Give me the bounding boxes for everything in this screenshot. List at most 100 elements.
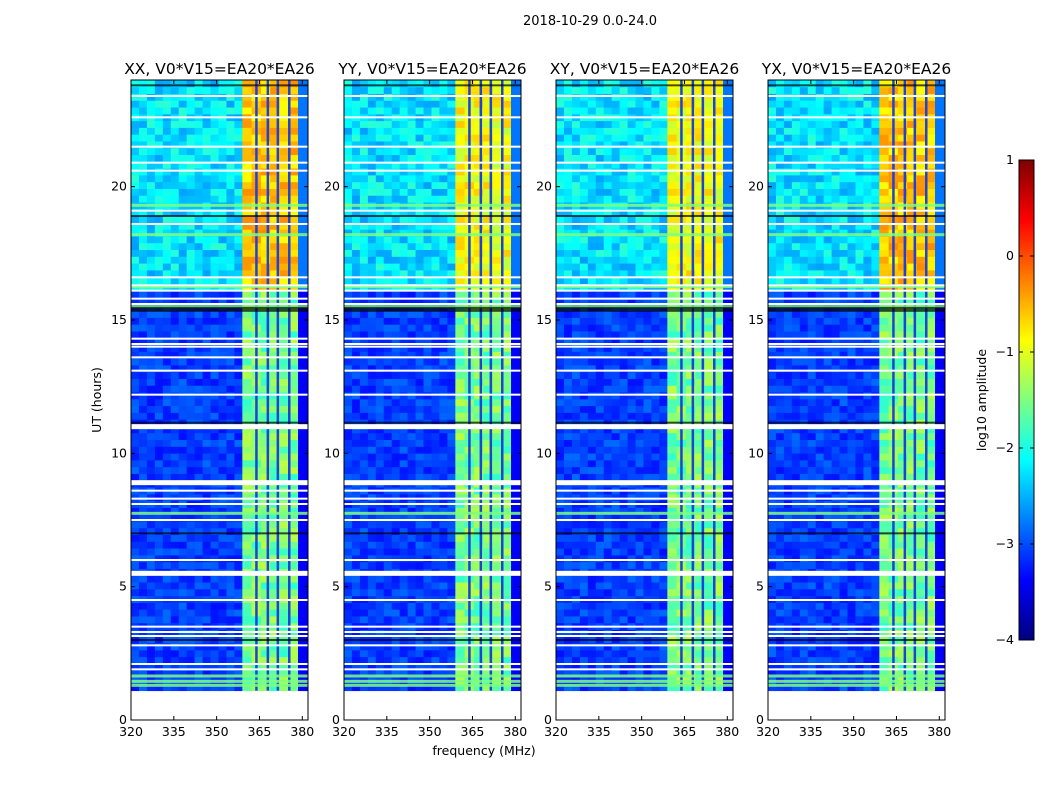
heatmap-cell	[131, 534, 140, 542]
heatmap-cell	[288, 222, 299, 230]
heatmap-cell	[483, 242, 493, 251]
heatmap-cell	[391, 588, 401, 597]
heatmap-cell	[579, 649, 589, 658]
heatmap-cell	[178, 107, 188, 115]
heatmap-cell	[162, 588, 172, 597]
heatmap-cell	[723, 582, 733, 590]
heatmap-cell	[146, 256, 156, 264]
heatmap-cell	[202, 609, 211, 617]
heatmap-cell	[154, 215, 164, 223]
heatmap-cell	[218, 344, 227, 352]
heatmap-cell	[226, 426, 235, 434]
heatmap-cell	[146, 561, 156, 569]
heatmap-cell	[138, 507, 148, 515]
heatmap-cell	[415, 174, 424, 183]
heatmap-cell	[579, 371, 589, 379]
heatmap-cell	[146, 554, 156, 563]
heatmap-cell	[359, 473, 369, 481]
heatmap-cell	[218, 466, 227, 474]
heatmap-cell	[194, 236, 203, 244]
flagged-row	[131, 503, 308, 505]
heatmap-cell	[659, 521, 668, 529]
heatmap-cell	[270, 514, 280, 522]
heatmap-cell	[260, 426, 271, 434]
heatmap-cell	[279, 527, 290, 536]
heatmap-cell	[501, 195, 512, 203]
heatmap-cell	[210, 337, 219, 346]
heatmap-cell	[260, 616, 271, 624]
heatmap-cell	[704, 426, 715, 434]
heatmap-cell	[226, 222, 235, 230]
heatmap-cell	[218, 229, 227, 237]
heatmap-cell	[375, 188, 385, 196]
heatmap-cell	[407, 649, 416, 658]
heatmap-cell	[611, 358, 621, 366]
heatmap-cell	[431, 269, 440, 278]
heatmap-cell	[685, 582, 696, 590]
heatmap-cell	[202, 107, 211, 115]
heatmap-cell	[226, 385, 235, 393]
flagged-row	[344, 519, 521, 521]
x-tick-label: 365	[461, 724, 485, 739]
heatmap-cell	[407, 432, 416, 441]
heatmap-cell	[298, 351, 308, 359]
heatmap-cell	[146, 331, 156, 339]
heatmap-cell	[359, 242, 369, 251]
heatmap-cell	[447, 541, 456, 549]
heatmap-cell	[288, 188, 299, 196]
heatmap-cell	[391, 514, 401, 522]
heatmap-cell	[595, 541, 605, 549]
heatmap-cell	[563, 426, 573, 434]
heatmap-cell	[407, 656, 416, 664]
heatmap-cell	[455, 426, 466, 434]
flagged-row	[344, 337, 521, 340]
heatmap-cell	[344, 412, 353, 420]
heatmap-cell	[375, 588, 385, 597]
flagged-row	[344, 215, 521, 217]
heatmap-cell	[391, 208, 401, 217]
heatmap-cell	[431, 208, 440, 217]
heatmap-cell	[270, 154, 280, 162]
heatmap-cell	[186, 141, 196, 149]
heatmap-cell	[695, 656, 705, 664]
heatmap-cell	[359, 310, 369, 318]
heatmap-cell	[242, 181, 253, 189]
heatmap-cell	[288, 181, 299, 189]
heatmap-cell	[279, 161, 290, 169]
heatmap-cell	[483, 527, 493, 536]
heatmap-cell	[367, 412, 377, 420]
heatmap-cell	[226, 80, 235, 88]
heatmap-cell	[685, 629, 696, 637]
heatmap-cell	[473, 554, 484, 563]
heatmap-cell	[131, 656, 140, 664]
heatmap-cell	[391, 93, 401, 101]
heatmap-cell	[154, 168, 164, 176]
heatmap-cell	[344, 670, 353, 678]
heatmap-cell	[407, 263, 416, 271]
heatmap-cell	[270, 548, 280, 556]
heatmap-cell	[415, 582, 424, 590]
heatmap-cell	[359, 541, 369, 549]
heatmap-cell	[202, 582, 211, 590]
heatmap-cell	[170, 398, 180, 407]
heatmap-cell	[279, 215, 290, 223]
heatmap-cell	[367, 276, 377, 284]
heatmap-cell	[571, 371, 581, 379]
heatmap-cell	[270, 120, 280, 128]
heatmap-cell	[667, 446, 678, 454]
heatmap-cell	[483, 616, 493, 624]
heatmap-cell	[611, 609, 621, 617]
heatmap-cell	[659, 683, 668, 692]
heatmap-cell	[563, 351, 573, 359]
heatmap-cell	[667, 426, 678, 434]
heatmap-cell	[643, 466, 652, 474]
heatmap-cell	[202, 141, 211, 149]
heatmap-cell	[154, 629, 164, 637]
heatmap-cell	[399, 161, 409, 169]
heatmap-cell	[202, 127, 211, 135]
heatmap-cell	[260, 534, 271, 542]
heatmap-cell	[455, 168, 466, 176]
heatmap-cell	[455, 412, 466, 420]
heatmap-cell	[242, 127, 253, 135]
heatmap-cell	[651, 683, 660, 692]
